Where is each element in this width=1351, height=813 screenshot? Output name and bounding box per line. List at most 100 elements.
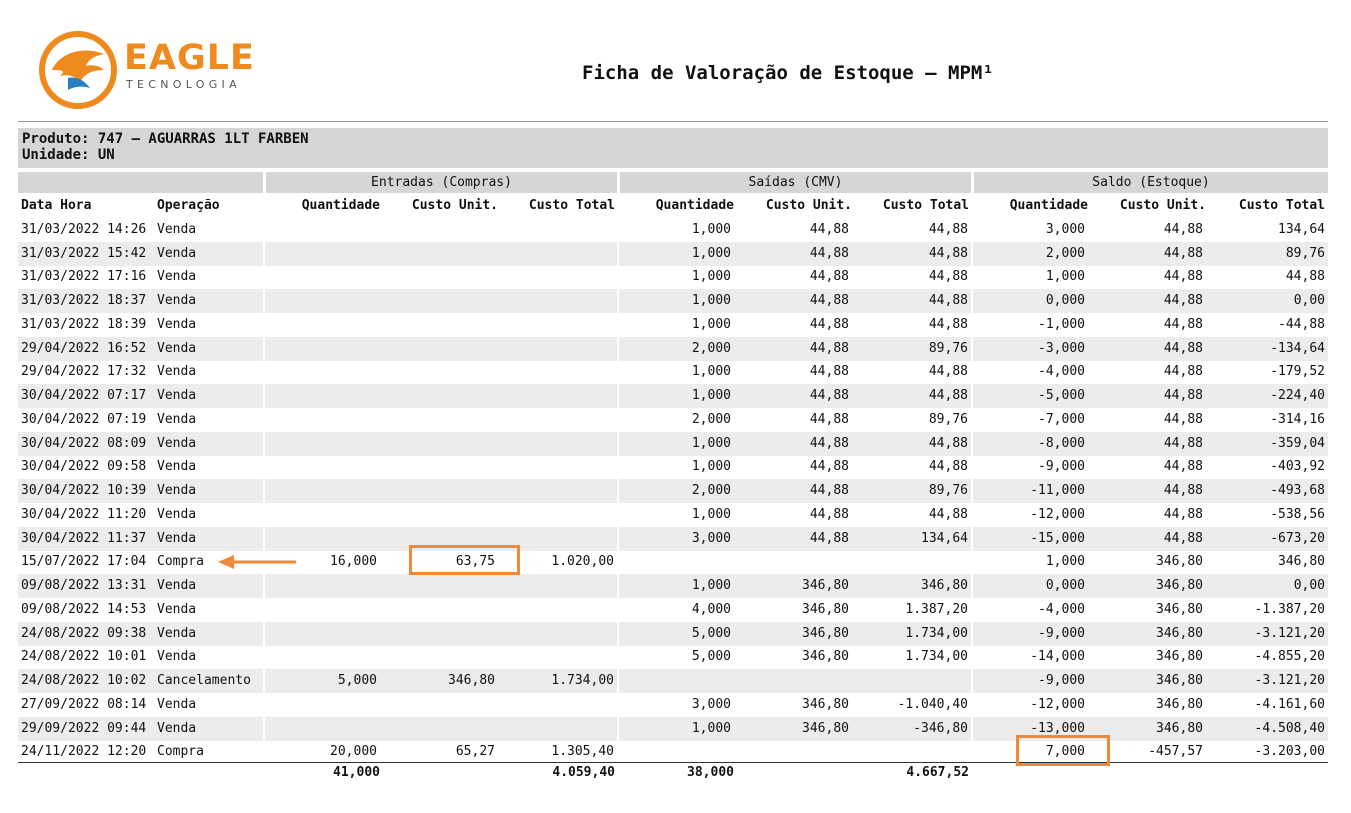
cell-ent-custo-unit: 63,75 [455, 554, 495, 570]
cell-operacao: Venda [157, 601, 197, 617]
cell-sal-custo-unit: 44,88 [1163, 506, 1203, 522]
table-row: 31/03/2022 14:26 Venda 1,000 44,88 44,88 3,00… [18, 218, 1328, 242]
brand-tagline: TECNOLOGIA [126, 78, 241, 91]
cell-sai-custo-unit: 44,88 [809, 364, 849, 380]
col-header-sai-quantidade: Quantidade [655, 198, 734, 213]
cell-ent-custo-total: 1.020,00 [551, 554, 614, 570]
cell-ent-quantidade [263, 455, 380, 480]
cell-ent-custo-total: 1.734,00 [498, 669, 618, 693]
cell-operacao: Venda [154, 431, 264, 456]
cell-ent-quantidade [263, 336, 380, 361]
report-title: Ficha de Valoração de Estoque – MPM¹ [582, 62, 994, 84]
table-row: 09/08/2022 14:53 Venda 4,000 346,80 1.387,20… [18, 598, 1328, 622]
cell-data-hora: 30/04/2022 10:39 [18, 479, 154, 503]
cell-ent-custo-unit [380, 503, 498, 527]
cell-ent-custo-unit [380, 431, 498, 456]
cell-sal-custo-total: -4.508,40 [1206, 716, 1328, 741]
cell-operacao: Venda [157, 411, 197, 427]
table-row: 31/03/2022 18:39 Venda 1,000 44,88 44,88 -1,0… [18, 313, 1328, 337]
cell-data-hora: 30/04/2022 09:58 [21, 459, 147, 475]
cell-sai-quantidade: 1,000 [617, 503, 734, 527]
cell-data-hora: 29/04/2022 16:52 [18, 336, 154, 361]
total-ent-custo-total: 4.059,40 [552, 765, 615, 780]
cell-operacao: Venda [154, 384, 264, 408]
table-row: 15/07/2022 17:04 Compra 16,000 63,75 1.020,0… [18, 550, 1328, 575]
cell-sai-custo-total [852, 741, 972, 765]
cell-sai-custo-total: 44,88 [928, 364, 968, 380]
cell-ent-custo-unit [380, 313, 498, 337]
col-header-sal-quantidade: Quantidade [1009, 198, 1088, 213]
cell-sal-custo-unit: 44,88 [1088, 431, 1206, 456]
cell-ent-custo-total [498, 646, 618, 670]
cell-sal-custo-unit: 44,88 [1163, 364, 1203, 380]
cell-sal-custo-unit: 44,88 [1088, 336, 1206, 361]
cell-operacao: Venda [154, 621, 264, 646]
cell-data-hora: 24/08/2022 10:02 [18, 669, 154, 693]
cell-ent-quantidade [263, 503, 380, 527]
cell-ent-quantidade [263, 241, 380, 266]
cell-data-hora: 31/03/2022 18:37 [18, 289, 154, 313]
cell-ent-custo-total [498, 266, 618, 290]
cell-sal-quantidade: -5,000 [971, 384, 1088, 408]
cell-ent-custo-unit [380, 266, 498, 290]
cell-sai-custo-total: 346,80 [852, 574, 972, 598]
cell-sai-quantidade: 1,000 [617, 218, 734, 242]
cell-sal-quantidade: -9,000 [971, 455, 1088, 480]
product-line: Produto: 747 – AGUARRAS 1LT FARBEN [22, 131, 309, 147]
cell-operacao: Compra [157, 744, 204, 760]
cell-data-hora: 30/04/2022 07:17 [18, 384, 154, 408]
cell-sai-quantidade: 2,000 [617, 408, 734, 432]
cell-sal-quantidade: -12,000 [971, 503, 1088, 527]
cell-sai-custo-unit [734, 741, 852, 765]
cell-ent-custo-unit [380, 456, 498, 480]
cell-sai-quantidade: 1,000 [617, 455, 734, 480]
cell-sai-custo-total: 1.387,20 [905, 601, 968, 617]
cell-ent-custo-total [498, 241, 618, 266]
cell-data-hora: 15/07/2022 17:04 [21, 554, 147, 570]
cell-data-hora: 24/08/2022 09:38 [18, 621, 154, 646]
table-row: 30/04/2022 07:19 Venda 2,000 44,88 89,76 -7,0… [18, 408, 1328, 432]
cell-sal-custo-total: -673,20 [1206, 526, 1328, 551]
highlight-custo-unit-compra [409, 545, 520, 575]
cell-sai-custo-unit: 44,88 [734, 526, 852, 551]
cell-ent-quantidade [263, 218, 380, 242]
cell-data-hora: 09/08/2022 14:53 [21, 601, 147, 617]
cell-sai-quantidade [617, 740, 734, 765]
cell-ent-custo-unit [380, 218, 498, 242]
total-sai-quantidade: 38,000 [687, 765, 734, 780]
cell-sai-quantidade: 2,000 [617, 336, 734, 361]
cell-sai-quantidade: 2,000 [617, 479, 734, 503]
cell-sal-custo-total: 0,00 [1206, 289, 1328, 313]
cell-operacao: Compra [157, 554, 204, 570]
cell-ent-custo-total: 1.305,40 [551, 744, 614, 760]
cell-data-hora: 27/09/2022 08:14 [21, 696, 147, 712]
cell-sal-quantidade: -7,000 [971, 408, 1088, 432]
cell-data-hora: 31/03/2022 17:16 [21, 269, 147, 285]
cell-ent-custo-total [498, 621, 618, 646]
cell-data-hora: 29/04/2022 17:32 [21, 364, 147, 380]
cell-sai-custo-unit: 346,80 [802, 696, 849, 712]
cell-sal-custo-total: -1.387,20 [1254, 601, 1325, 617]
brand-name: EAGLE [124, 38, 255, 78]
cell-data-hora: 29/09/2022 09:44 [18, 716, 154, 741]
table-row: 31/03/2022 15:42 Venda 1,000 44,88 44,88 2,00… [18, 241, 1328, 266]
table-row: 24/08/2022 10:02 Cancelamento 5,000 346,80 1… [18, 669, 1328, 693]
cell-sai-custo-total: 89,76 [928, 411, 968, 427]
table-row: 30/04/2022 11:37 Venda 3,000 44,88 134,64 -15… [18, 526, 1328, 551]
cell-sal-custo-unit: -457,57 [1148, 744, 1203, 760]
cell-ent-custo-unit [380, 693, 498, 717]
table-row: 30/04/2022 11:20 Venda 1,000 44,88 44,88 -12,… [18, 503, 1328, 527]
cell-ent-custo-unit: 65,27 [455, 744, 495, 760]
cell-sai-custo-unit: 44,88 [809, 221, 849, 237]
cell-sal-quantidade: 1,000 [971, 550, 1088, 575]
cell-ent-quantidade: 20,000 [263, 740, 380, 765]
cell-sal-quantidade: -8,000 [971, 431, 1088, 456]
cell-sal-quantidade: -9,000 [971, 621, 1088, 646]
cell-sal-custo-unit: 346,80 [1088, 621, 1206, 646]
cell-sai-quantidade: 1,000 [617, 313, 734, 337]
cell-operacao: Venda [157, 459, 197, 475]
cell-ent-quantidade [263, 716, 380, 741]
cell-sai-custo-total [852, 551, 972, 575]
cell-sai-quantidade: 3,000 [617, 526, 734, 551]
cell-sal-custo-unit: 44,88 [1088, 289, 1206, 313]
